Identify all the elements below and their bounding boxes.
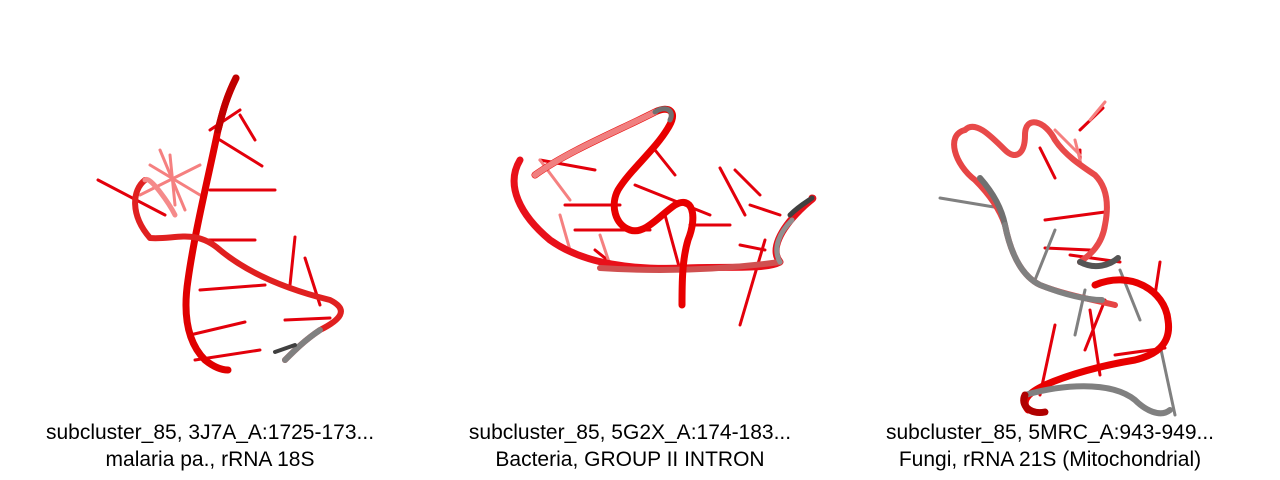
structure-panel-1: subcluster_85, 3J7A_A:1725-173... malari…: [0, 0, 420, 480]
base-sticks-2: [538, 148, 782, 327]
rna-structure-1: [96, 74, 344, 374]
caption-2: subcluster_85, 5G2X_A:174-183... Bacteri…: [420, 419, 840, 473]
caption-3: subcluster_85, 5MRC_A:943-949... Fungi, …: [840, 419, 1260, 473]
base-sticks-2-light: [538, 158, 612, 267]
base-sticks-3-grey: [938, 196, 1177, 417]
base-sticks-3: [1038, 106, 1167, 397]
caption-1-line1: subcluster_85, 3J7A_A:1725-173...: [45, 421, 375, 444]
caption-2-line1: subcluster_85, 5G2X_A:174-183...: [468, 421, 792, 444]
rna-structure-3: [938, 100, 1177, 417]
backbone-2b: [531, 105, 697, 309]
structure-panel-3: subcluster_85, 5MRC_A:943-949... Fungi, …: [840, 0, 1260, 480]
structure-panel-2: subcluster_85, 5G2X_A:174-183... Bacteri…: [420, 0, 840, 480]
caption-3-line1: subcluster_85, 5MRC_A:943-949...: [885, 421, 1214, 444]
caption-1: subcluster_85, 3J7A_A:1725-173... malari…: [0, 419, 420, 473]
caption-2-line2: Bacteria, GROUP II INTRON: [495, 448, 765, 471]
base-sticks-1-light: [138, 148, 202, 212]
base-sticks-3-light: [1053, 100, 1107, 162]
rna-structure-2: [510, 105, 817, 327]
caption-1-line2: malaria pa., rRNA 18S: [105, 448, 315, 471]
caption-3-line2: Fungi, rRNA 21S (Mitochondrial): [898, 448, 1202, 471]
